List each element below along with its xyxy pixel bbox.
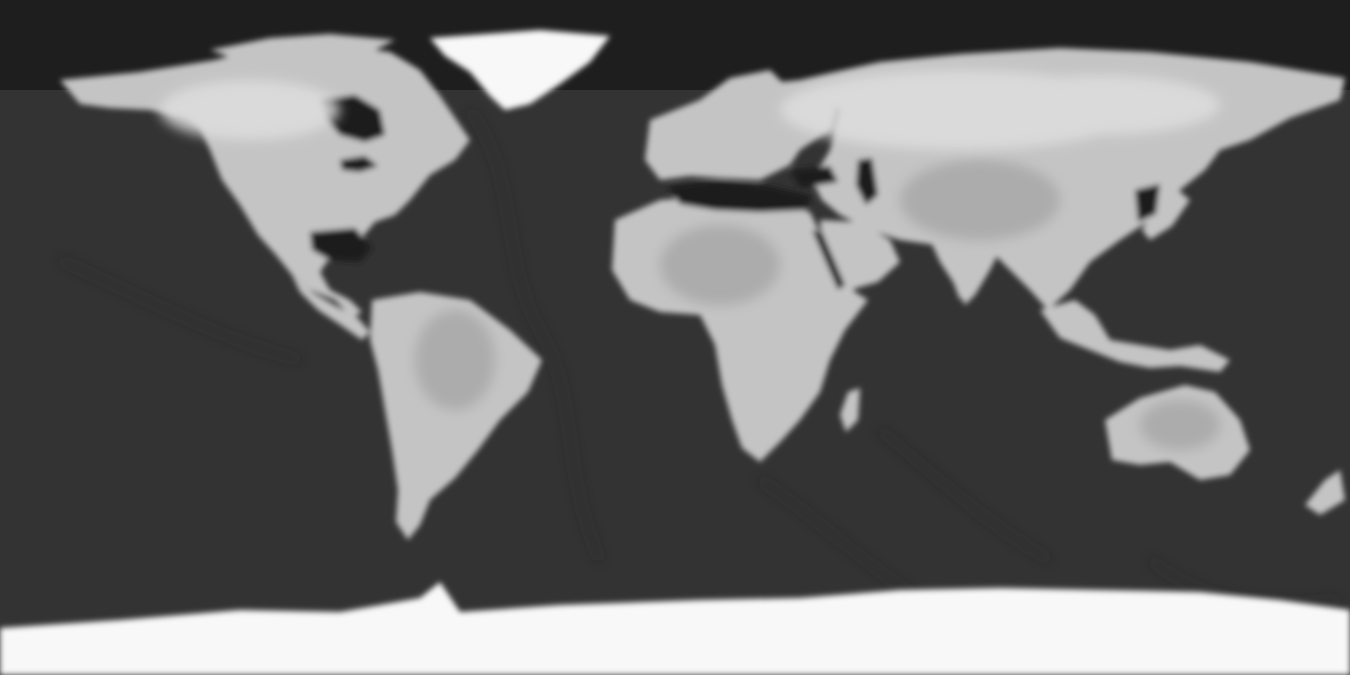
indian-subcontinent[interactable]	[930, 236, 1000, 305]
british-isles[interactable]	[652, 112, 676, 150]
central-america[interactable]	[292, 275, 370, 340]
antarctica[interactable]	[0, 582, 1350, 675]
caspian-sea	[856, 158, 878, 205]
black-sea	[790, 166, 838, 188]
scandinavia[interactable]	[700, 70, 790, 125]
arabian-peninsula[interactable]	[820, 220, 900, 290]
sea-of-japan	[1135, 184, 1160, 222]
south-america[interactable]	[370, 292, 542, 540]
new-zealand[interactable]	[1305, 470, 1345, 515]
ocean-ridges	[59, 109, 1341, 606]
southeast-asia[interactable]	[1040, 300, 1230, 372]
madagascar[interactable]	[840, 388, 860, 432]
great-lakes	[340, 156, 378, 172]
gulf-of-mexico	[310, 228, 372, 262]
red-sea	[812, 230, 845, 290]
greenland[interactable]	[430, 30, 610, 110]
mediterranean-sea	[668, 180, 812, 212]
terrain-highlights	[160, 70, 1220, 450]
japan[interactable]	[1142, 190, 1190, 240]
arctic-islands[interactable]	[210, 34, 395, 64]
